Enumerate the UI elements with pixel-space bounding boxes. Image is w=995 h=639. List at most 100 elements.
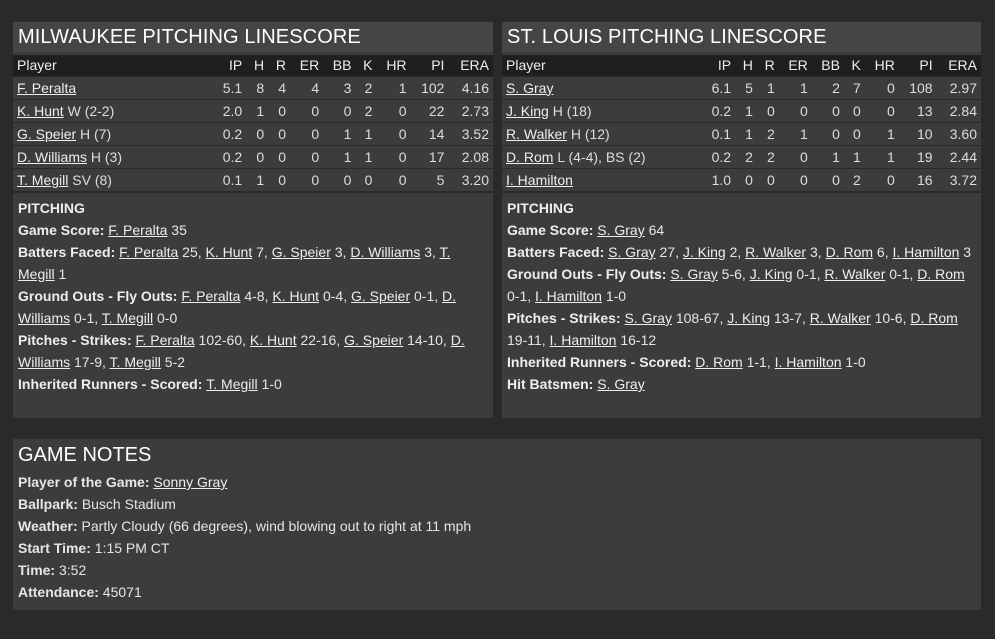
player-link[interactable]: J. King bbox=[749, 266, 793, 282]
stlouis-pitching-panel: ST. LOUIS PITCHING LINESCORE Player IP H R E… bbox=[502, 22, 981, 418]
player-link[interactable]: F. Peralta bbox=[119, 244, 179, 260]
stat-cell: 4.16 bbox=[448, 75, 493, 99]
note-label: Weather: bbox=[18, 518, 82, 534]
stat-cell: 1 bbox=[864, 121, 899, 145]
note-value: 0-1, bbox=[410, 288, 443, 304]
player-link[interactable]: T. Megill bbox=[101, 310, 154, 326]
player-link[interactable]: R. Walker bbox=[506, 125, 567, 142]
player-link[interactable]: I. Hamilton bbox=[535, 288, 602, 304]
player-link[interactable]: G. Speier bbox=[344, 332, 404, 348]
player-link[interactable]: D. Rom bbox=[825, 244, 874, 260]
player-link[interactable]: T. Megill bbox=[17, 171, 69, 188]
player-link[interactable]: J. King bbox=[506, 102, 549, 119]
player-link[interactable]: F. Peralta bbox=[181, 288, 241, 304]
note-value: 35 bbox=[167, 222, 187, 238]
stat-cell: 2.0 bbox=[213, 98, 247, 122]
player-cell: F. Peralta bbox=[13, 75, 213, 99]
stat-cell: 0 bbox=[811, 121, 844, 145]
player-link[interactable]: T. Megill bbox=[18, 244, 451, 282]
player-link[interactable]: K. Hunt bbox=[17, 102, 64, 119]
player-link[interactable]: I. Hamilton bbox=[892, 244, 960, 260]
player-link[interactable]: F. Peralta bbox=[108, 222, 168, 238]
player-link[interactable]: R. Walker bbox=[745, 244, 807, 260]
stat-cell: 3.72 bbox=[936, 167, 981, 191]
player-link[interactable]: S. Gray bbox=[506, 79, 554, 96]
stat-cell: 0 bbox=[778, 167, 812, 191]
stat-cell: 1 bbox=[735, 121, 757, 145]
player-link[interactable]: K. Hunt bbox=[205, 244, 253, 260]
player-link[interactable]: I. Hamilton bbox=[549, 332, 617, 348]
note-label: Start Time: bbox=[18, 540, 95, 556]
player-link[interactable]: D. Williams bbox=[18, 332, 465, 370]
player-link[interactable]: D. Williams bbox=[350, 244, 421, 260]
player-link[interactable]: S. Gray bbox=[670, 266, 718, 282]
player-link[interactable]: I. Hamilton bbox=[774, 354, 842, 370]
stat-cell: 2 bbox=[756, 121, 779, 145]
section-title: PITCHING bbox=[18, 200, 85, 216]
note-value: Busch Stadium bbox=[81, 496, 176, 512]
note-value: 5-6, bbox=[717, 266, 750, 282]
stat-cell: 0 bbox=[268, 167, 291, 191]
note-line: Weather: Partly Cloudy (66 degrees), win… bbox=[18, 515, 976, 537]
note-line: Pitches - Strikes: S. Gray 108-67, J. Ki… bbox=[507, 307, 976, 351]
note-line: Player of the Game: Sonny Gray bbox=[18, 471, 976, 493]
column-header: H bbox=[735, 55, 757, 76]
stat-cell: 1 bbox=[323, 144, 356, 168]
column-header: HR bbox=[376, 55, 411, 76]
stat-cell: 0 bbox=[246, 121, 269, 145]
note-value: 45071 bbox=[102, 584, 142, 600]
player-link[interactable]: T. Megill bbox=[109, 354, 161, 370]
player-link[interactable]: F. Peralta bbox=[17, 79, 77, 96]
player-link[interactable]: S. Gray bbox=[624, 310, 672, 326]
stat-cell: 1 bbox=[864, 144, 899, 168]
note-line: Game Score: F. Peralta 35 bbox=[18, 219, 488, 241]
pitching-section: PITCHING Game Score: F. Peralta 35 Batters… bbox=[13, 191, 493, 395]
player-link[interactable]: D. Williams bbox=[18, 288, 457, 326]
player-link[interactable]: S. Gray bbox=[608, 244, 656, 260]
player-link[interactable]: D. Williams bbox=[17, 148, 87, 165]
player-link[interactable]: T. Megill bbox=[206, 376, 258, 392]
player-link[interactable]: D. Rom bbox=[917, 266, 965, 282]
note-label: Ballpark: bbox=[18, 496, 82, 512]
note-value: 0-4, bbox=[319, 288, 351, 304]
player-link[interactable]: R. Walker bbox=[824, 266, 886, 282]
player-link[interactable]: G. Speier bbox=[271, 244, 331, 260]
player-link[interactable]: D. Rom bbox=[506, 148, 554, 165]
player-link[interactable]: J. King bbox=[682, 244, 726, 260]
milwaukee-pitching-panel: MILWAUKEE PITCHING LINESCORE Player IP H R E… bbox=[13, 22, 493, 418]
player-link[interactable]: D. Rom bbox=[910, 310, 958, 326]
note-value: 3, bbox=[330, 244, 351, 260]
stat-cell: 0 bbox=[268, 144, 291, 168]
note-label: Batters Faced: bbox=[507, 244, 609, 260]
player-link[interactable]: I. Hamilton bbox=[506, 171, 573, 188]
player-link[interactable]: J. King bbox=[727, 310, 771, 326]
panel-title: ST. LOUIS PITCHING LINESCORE bbox=[502, 22, 981, 52]
player-link[interactable]: S. Gray bbox=[597, 222, 645, 238]
stat-cell: 4 bbox=[290, 75, 324, 99]
player-link[interactable]: F. Peralta bbox=[135, 332, 195, 348]
stat-cell: 0 bbox=[376, 144, 411, 168]
stat-cell: 0 bbox=[376, 121, 411, 145]
stat-cell: 0 bbox=[778, 98, 812, 122]
player-link[interactable]: Sonny Gray bbox=[153, 474, 228, 490]
stat-cell: 0 bbox=[323, 167, 356, 191]
column-header: ER bbox=[290, 55, 324, 76]
player-link[interactable]: D. Rom bbox=[695, 354, 743, 370]
stat-cell: 0 bbox=[811, 98, 844, 122]
player-link[interactable]: K. Hunt bbox=[272, 288, 320, 304]
player-link[interactable]: G. Speier bbox=[350, 288, 411, 304]
column-header: ERA bbox=[448, 55, 493, 76]
column-header: H bbox=[246, 55, 269, 76]
stat-cell: 0 bbox=[864, 98, 899, 122]
player-link[interactable]: G. Speier bbox=[17, 125, 77, 142]
stat-cell: 1 bbox=[811, 144, 844, 168]
note-value: 3:52 bbox=[58, 562, 87, 578]
note-line: Inherited Runners - Scored: T. Megill 1-… bbox=[18, 373, 488, 395]
stat-cell: 1.0 bbox=[702, 167, 736, 191]
player-link[interactable]: R. Walker bbox=[809, 310, 871, 326]
stat-cell: 0 bbox=[268, 121, 291, 145]
stat-cell: 2.73 bbox=[448, 98, 493, 122]
note-value: 1-0 bbox=[841, 354, 866, 370]
player-link[interactable]: S. Gray bbox=[597, 376, 645, 392]
player-link[interactable]: K. Hunt bbox=[249, 332, 297, 348]
